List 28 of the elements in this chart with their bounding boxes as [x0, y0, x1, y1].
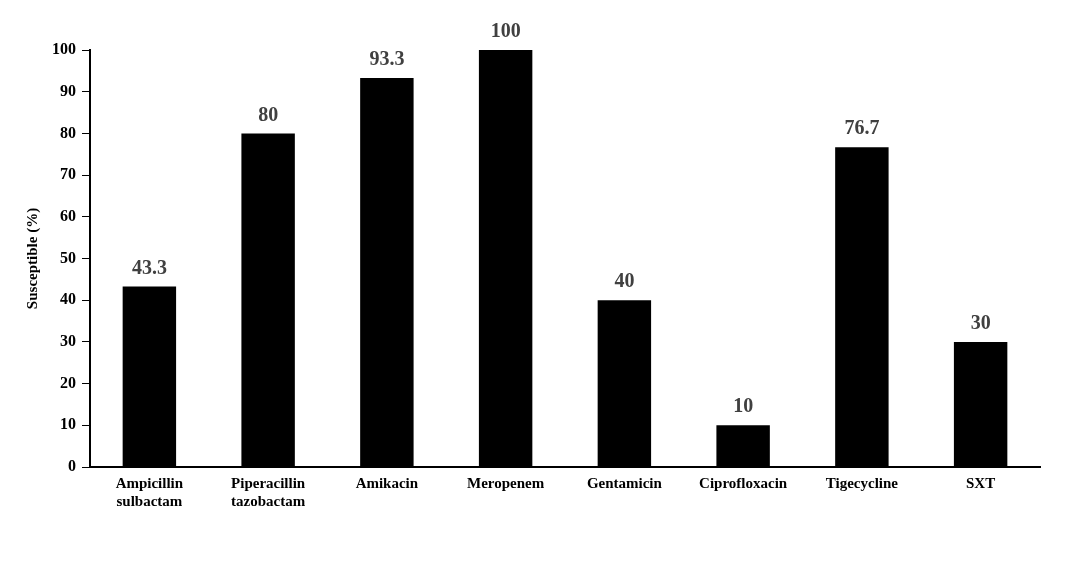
y-tick-label: 100 — [52, 40, 76, 58]
x-tick-label: SXT — [966, 474, 996, 491]
y-tick-label: 50 — [60, 248, 76, 266]
x-tick-label: Ampicillin sulbactam — [115, 474, 184, 509]
x-tick-label: Amikacin — [355, 474, 419, 491]
y-tick-label: 70 — [60, 165, 76, 183]
data-label: 10 — [733, 394, 754, 417]
data-label: 100 — [490, 19, 521, 42]
data-label: 30 — [970, 311, 991, 334]
x-tick-label: Gentamicin — [586, 474, 663, 491]
y-tick-label: 80 — [60, 123, 76, 141]
y-tick-label: 20 — [60, 373, 76, 391]
data-label: 80 — [258, 102, 279, 125]
x-tick-label: Ciprofloxacin — [699, 474, 788, 491]
y-tick-label: 60 — [60, 206, 76, 224]
y-tick-label: 40 — [60, 290, 76, 308]
y-tick-label: 0 — [68, 457, 76, 475]
x-tick-label: Meropenem — [467, 474, 545, 491]
y-axis-title: Susceptible (%) — [23, 207, 41, 310]
data-label: 43.3 — [131, 255, 167, 278]
data-label: 40 — [614, 269, 635, 292]
y-tick-label: 30 — [60, 332, 76, 350]
data-label: 76.7 — [844, 116, 880, 139]
y-tick-label: 10 — [60, 415, 76, 433]
x-tick-label: Piperacillin tazobactam — [231, 474, 306, 509]
x-tick-label: Tigecycline — [825, 474, 899, 491]
data-label: 93.3 — [369, 47, 405, 70]
y-tick-label: 90 — [60, 81, 76, 99]
